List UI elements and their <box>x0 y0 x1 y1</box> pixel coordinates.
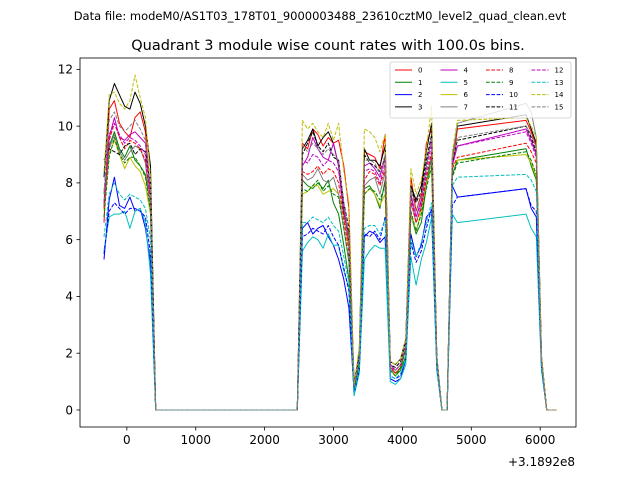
legend-label-13: 13 <box>555 79 564 87</box>
x-axis-offset-label: +3.1892e8 <box>508 455 575 469</box>
series-line-0 <box>103 100 557 411</box>
legend-label-14: 14 <box>555 91 564 99</box>
legend-label-2: 2 <box>418 91 422 99</box>
axes-frame <box>79 57 577 428</box>
legend-label-4: 4 <box>464 67 469 75</box>
x-tick-label: 1000 <box>180 433 211 447</box>
legend-label-7: 7 <box>464 103 468 111</box>
x-tick-label: 0 <box>123 433 131 447</box>
series-line-2 <box>103 176 557 411</box>
series-line-3 <box>103 83 557 411</box>
chart-title: Quadrant 3 module wise count rates with … <box>131 38 525 54</box>
legend-label-6: 6 <box>464 91 469 99</box>
legend-label-3: 3 <box>418 103 422 111</box>
series-line-8 <box>103 122 557 411</box>
series-line-12 <box>103 122 557 411</box>
series-line-13 <box>103 173 557 411</box>
series-line-1 <box>103 131 557 411</box>
x-tick-label: 3000 <box>318 433 349 447</box>
x-tick-label: 4000 <box>387 433 418 447</box>
legend-box <box>389 61 572 119</box>
y-tick-label: 4 <box>65 290 73 304</box>
y-tick-label: 2 <box>65 347 73 361</box>
series-line-5 <box>103 207 557 411</box>
series-line-14 <box>103 74 557 411</box>
y-tick-label: 12 <box>58 63 73 77</box>
legend-label-0: 0 <box>418 67 422 75</box>
y-tick-label: 10 <box>58 119 73 133</box>
x-tick-label: 6000 <box>525 433 556 447</box>
y-tick-label: 8 <box>65 176 73 190</box>
legend-label-9: 9 <box>509 79 513 87</box>
legend-label-12: 12 <box>555 67 564 75</box>
series-line-10 <box>103 188 557 411</box>
series-line-11 <box>103 125 557 411</box>
legend-label-8: 8 <box>509 67 513 75</box>
legend-label-11: 11 <box>509 103 518 111</box>
x-tick-label: 2000 <box>249 433 280 447</box>
x-tick-label: 5000 <box>456 433 487 447</box>
chart-suptitle: Data file: modeM0/AS1T03_178T01_90000034… <box>74 9 567 23</box>
series-line-15 <box>103 111 557 411</box>
legend-label-10: 10 <box>509 91 518 99</box>
series-line-9 <box>103 137 557 411</box>
y-tick-label: 0 <box>65 403 73 417</box>
plot-area <box>103 74 557 411</box>
legend-label-5: 5 <box>464 79 468 87</box>
legend-label-1: 1 <box>418 79 422 87</box>
legend-label-15: 15 <box>555 103 564 111</box>
y-tick-label: 6 <box>65 233 73 247</box>
